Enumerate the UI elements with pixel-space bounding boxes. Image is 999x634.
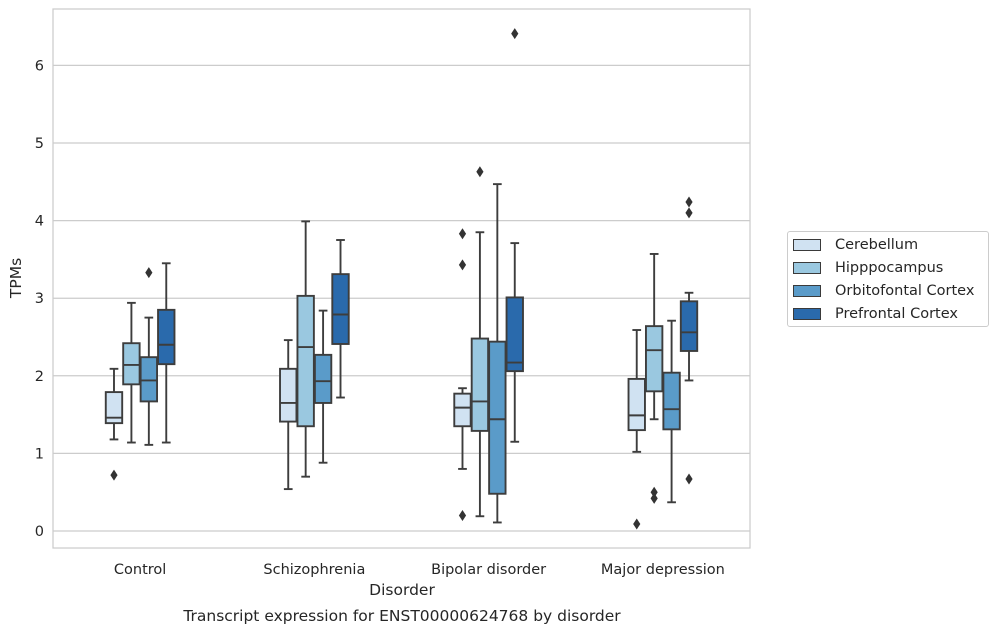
legend-label-prefrontal-cortex: Prefrontal Cortex bbox=[835, 306, 958, 322]
box-schizophrenia-prefrontal-cortex bbox=[331, 273, 350, 345]
outlier-major-depression-hipppocampus-1 bbox=[650, 492, 658, 504]
box-group-bipolar-disorder-prefrontal-cortex bbox=[505, 28, 524, 443]
boxes bbox=[104, 28, 699, 530]
box-group-control-prefrontal-cortex bbox=[157, 262, 176, 444]
plot-area bbox=[53, 9, 750, 548]
y-tick-label-4: 4 bbox=[35, 214, 44, 230]
box-bipolar-disorder-prefrontal-cortex bbox=[505, 296, 524, 373]
box-control-prefrontal-cortex bbox=[157, 308, 176, 366]
box-major-depression-prefrontal-cortex bbox=[679, 300, 699, 352]
x-tick-labels: Control Schizophrenia Bipolar disorder Majo… bbox=[114, 562, 725, 578]
outlier-bipolar-disorder-cerebellum-0 bbox=[458, 228, 467, 240]
box-group-schizophrenia-orbitofontal-cortex bbox=[313, 309, 333, 464]
y-tick-label-1: 1 bbox=[35, 446, 44, 462]
box-group-schizophrenia-cerebellum bbox=[279, 339, 298, 491]
outlier-bipolar-disorder-prefrontal-cortex-0 bbox=[511, 28, 519, 40]
outlier-major-depression-prefrontal-cortex-2 bbox=[685, 473, 693, 485]
grid-lines bbox=[53, 64, 750, 532]
legend-swatch-hippocampus bbox=[793, 262, 821, 274]
y-tick-label-6: 6 bbox=[35, 58, 44, 74]
outlier-major-depression-prefrontal-cortex-0 bbox=[685, 196, 693, 208]
y-tick-label-3: 3 bbox=[35, 291, 44, 307]
legend-swatch-orbitofrontal-cortex bbox=[793, 285, 821, 297]
box-group-control-orbitofontal-cortex bbox=[139, 267, 158, 446]
y-axis-label: TPMs bbox=[7, 258, 25, 299]
box-schizophrenia-hipppocampus bbox=[296, 294, 315, 428]
x-tick-label-major-depression: Major depression bbox=[601, 562, 725, 578]
box-group-major-depression-orbitofontal-cortex bbox=[662, 319, 681, 504]
box-schizophrenia-orbitofontal-cortex bbox=[313, 353, 333, 404]
legend-label-orbitofrontal-cortex: Orbitofontal Cortex bbox=[835, 283, 975, 299]
outlier-control-orbitofontal-cortex-0 bbox=[145, 267, 153, 279]
outlier-bipolar-disorder-cerebellum-2 bbox=[458, 509, 467, 521]
outlier-bipolar-disorder-hipppocampus-0 bbox=[476, 166, 484, 178]
box-group-control-hipppocampus bbox=[122, 301, 141, 444]
legend-item-prefrontal-cortex: Prefrontal Cortex bbox=[793, 304, 958, 324]
legend-item-cerebellum: Cerebellum bbox=[793, 235, 918, 255]
y-tick-label-5: 5 bbox=[35, 136, 44, 152]
box-group-schizophrenia-prefrontal-cortex bbox=[331, 239, 350, 399]
outlier-major-depression-cerebellum-0 bbox=[633, 518, 641, 530]
y-tick-label-0: 0 bbox=[35, 524, 44, 540]
box-control-cerebellum bbox=[104, 391, 124, 425]
outlier-bipolar-disorder-cerebellum-1 bbox=[458, 259, 467, 271]
outlier-control-cerebellum-0 bbox=[110, 469, 118, 481]
legend-item-orbitofrontal-cortex: Orbitofontal Cortex bbox=[793, 281, 974, 301]
box-major-depression-cerebellum bbox=[627, 377, 646, 432]
box-group-major-depression-cerebellum bbox=[627, 329, 646, 530]
box-group-schizophrenia-hipppocampus bbox=[296, 220, 315, 478]
box-group-bipolar-disorder-hipppocampus bbox=[470, 166, 490, 518]
box-group-bipolar-disorder-cerebellum bbox=[453, 228, 472, 521]
outlier-major-depression-prefrontal-cortex-1 bbox=[685, 207, 693, 219]
box-major-depression-orbitofontal-cortex bbox=[662, 371, 681, 431]
box-control-hipppocampus bbox=[122, 342, 141, 386]
box-group-bipolar-disorder-orbitofontal-cortex bbox=[488, 183, 507, 524]
legend: Cerebellum Hipppocampus Orbitofontal Cor… bbox=[787, 231, 989, 327]
x-tick-label-bipolar-disorder: Bipolar disorder bbox=[431, 562, 546, 578]
box-group-major-depression-hipppocampus bbox=[645, 253, 664, 504]
box-group-control-cerebellum bbox=[104, 367, 124, 481]
legend-swatch-cerebellum bbox=[793, 239, 821, 251]
plot-frame bbox=[52, 8, 751, 549]
box-bipolar-disorder-hipppocampus bbox=[470, 337, 490, 432]
chart-caption: Transcript expression for ENST0000062476… bbox=[183, 607, 621, 625]
x-axis-label: Disorder bbox=[369, 581, 435, 599]
y-tick-label-2: 2 bbox=[35, 369, 44, 385]
box-group-major-depression-prefrontal-cortex bbox=[679, 196, 699, 485]
box-bipolar-disorder-orbitofontal-cortex bbox=[488, 340, 507, 495]
y-tick-labels: 0 1 2 3 4 5 6 bbox=[35, 58, 44, 540]
box-bipolar-disorder-cerebellum bbox=[453, 392, 472, 428]
outlier-major-depression-hipppocampus-0 bbox=[650, 486, 658, 498]
x-tick-label-schizophrenia: Schizophrenia bbox=[263, 562, 365, 578]
legend-item-hippocampus: Hipppocampus bbox=[793, 258, 943, 278]
x-tick-label-control: Control bbox=[114, 562, 166, 578]
box-schizophrenia-cerebellum bbox=[279, 367, 298, 423]
box-major-depression-hipppocampus bbox=[645, 325, 664, 393]
box-control-orbitofontal-cortex bbox=[139, 356, 158, 403]
legend-swatch-prefrontal-cortex bbox=[793, 308, 821, 320]
legend-label-hippocampus: Hipppocampus bbox=[835, 260, 944, 276]
legend-label-cerebellum: Cerebellum bbox=[835, 237, 919, 253]
